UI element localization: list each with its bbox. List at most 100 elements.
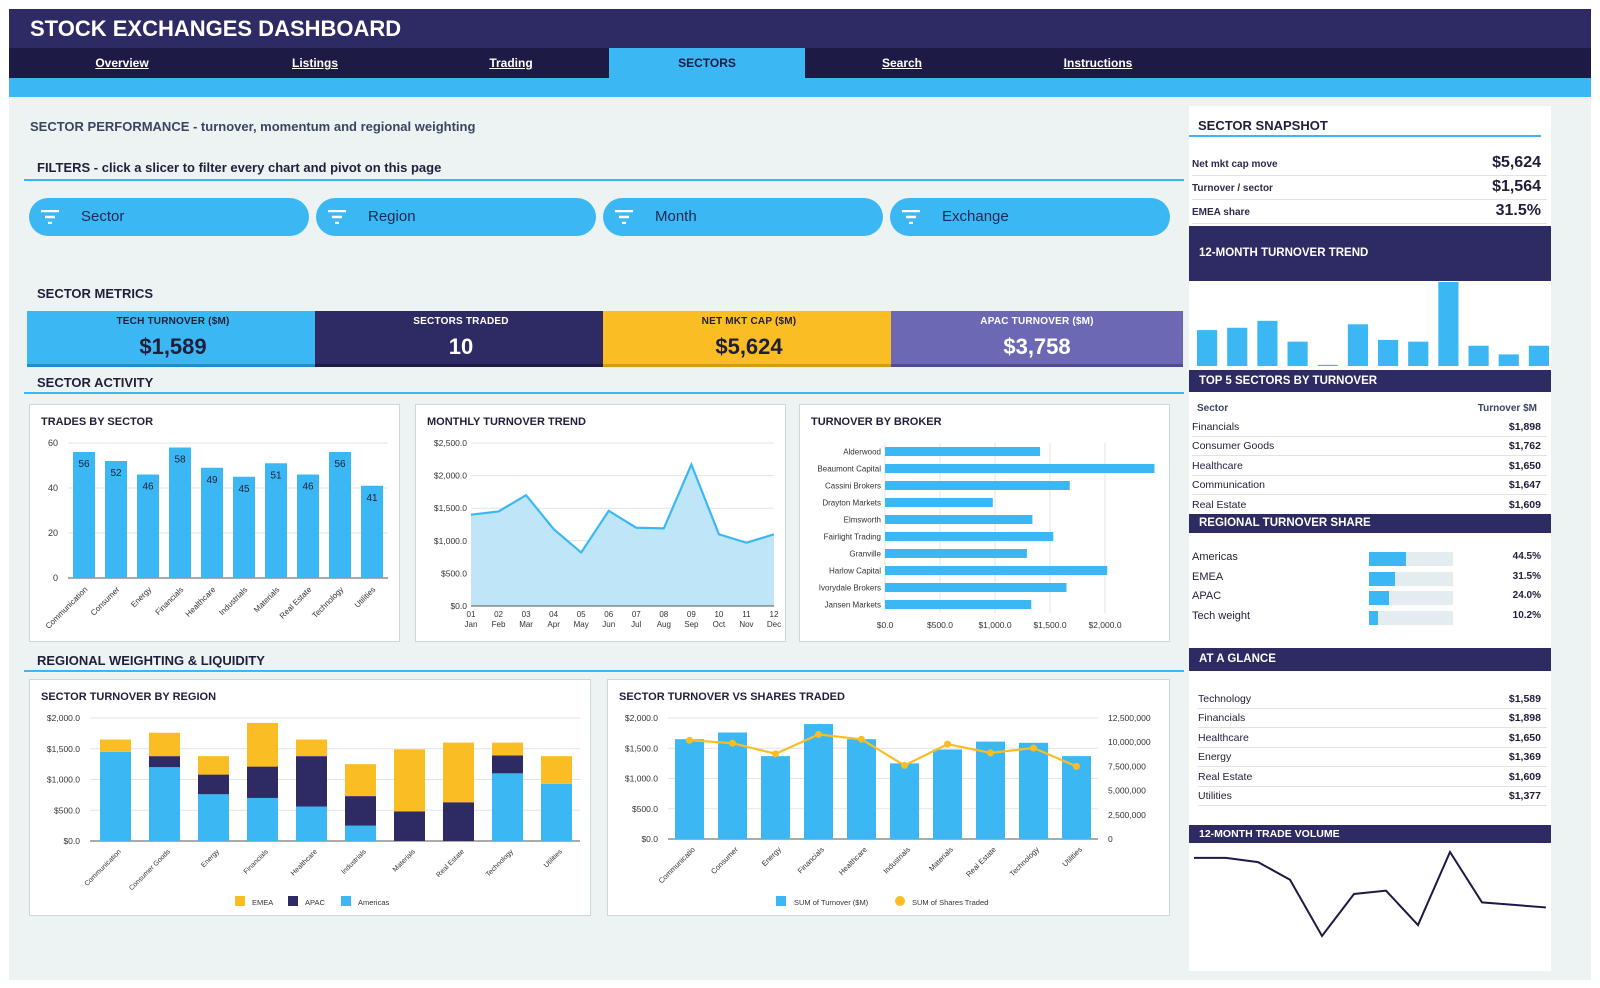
top5-value: $1,650 xyxy=(1508,459,1541,472)
kpi-label: APAC TURNOVER ($M) xyxy=(980,316,1094,327)
slicer-region[interactable]: Region xyxy=(316,198,596,236)
x-tick-label: Real Estate xyxy=(964,845,998,879)
trend-header: 12-MONTH TURNOVER TREND xyxy=(1189,226,1551,281)
x-tick-label: Jul xyxy=(631,620,641,629)
bar-apac xyxy=(247,766,278,798)
slicer-label: Exchange xyxy=(942,208,1009,225)
x-tick-label: Energy xyxy=(129,585,153,609)
tab-search[interactable]: Search xyxy=(881,56,923,70)
x-tick-label: Utilities xyxy=(543,848,564,869)
x-tick-label: Financials xyxy=(796,845,826,875)
turnover-by-broker-card: $0.0 $500.0 $1,000.0 $1,500.0 $2,000.0 Alderw… xyxy=(799,404,1170,642)
top5-row: Communication $1,647 xyxy=(1192,476,1547,496)
slicer-sector[interactable]: Sector xyxy=(29,198,309,236)
slicer-month[interactable]: Month xyxy=(603,198,883,236)
y-tick-label: Harlow Capital xyxy=(829,567,881,576)
x-tick-label: 10 xyxy=(714,610,723,619)
top5-col-sector: Sector xyxy=(1197,403,1229,414)
legend-swatch xyxy=(288,896,298,906)
data-label: 56 xyxy=(78,459,90,470)
x-tick-label: 02 xyxy=(494,610,503,619)
line-point xyxy=(729,739,736,747)
data-label: 58 xyxy=(174,455,186,466)
x-tick-label: May xyxy=(574,620,589,629)
y-tick-label: $2,500.0 xyxy=(434,438,467,448)
share-row: Tech weight 10.2% xyxy=(1192,608,1547,627)
tab-sectors[interactable]: SECTORS xyxy=(609,48,805,78)
regional-divider xyxy=(24,670,1184,672)
top5-value: $1,762 xyxy=(1508,440,1541,453)
glance-value: $1,369 xyxy=(1508,751,1541,764)
filter-icon xyxy=(615,210,633,224)
x-tick-label: 01 xyxy=(467,610,476,619)
share-track xyxy=(1369,571,1453,586)
spark-bar xyxy=(1528,345,1549,366)
turnover-trend-sparkbar xyxy=(1197,282,1549,366)
snapshot-row: Turnover / sector $1,564 xyxy=(1192,177,1547,200)
x-tick-label: 06 xyxy=(604,610,613,619)
slicer-label: Region xyxy=(368,208,416,225)
bar-apac xyxy=(345,796,376,826)
trade-volume-sparkline xyxy=(1194,849,1547,938)
line-point xyxy=(686,736,693,744)
filters-heading: FILTERS - click a slicer to filter every… xyxy=(37,160,442,175)
bar-apac xyxy=(149,756,180,768)
y-tick-label: $0.0 xyxy=(450,601,467,611)
share-row: Americas 44.5% xyxy=(1192,549,1547,568)
glance-label: Real Estate xyxy=(1198,770,1253,783)
bar xyxy=(890,763,919,839)
tab-listings[interactable]: Listings xyxy=(291,56,338,70)
data-label: 46 xyxy=(142,482,154,493)
bar xyxy=(73,452,95,578)
x-tick-label: Consumer xyxy=(709,845,740,876)
y2-tick-label: 2,500,000 xyxy=(1108,810,1146,820)
x-tick-label: Materials xyxy=(927,845,955,873)
bar xyxy=(976,741,1005,839)
data-label: 49 xyxy=(206,475,218,486)
share-track xyxy=(1369,591,1453,605)
x-tick-label: Consumer xyxy=(89,585,122,618)
top5-header: TOP 5 SECTORS BY TURNOVER xyxy=(1189,370,1551,392)
glance-row: Energy $1,369 xyxy=(1198,748,1547,768)
tab-instructions[interactable]: Instructions xyxy=(1063,56,1133,70)
x-tick-label: Feb xyxy=(492,620,506,629)
x-tick-label: Jan xyxy=(465,620,478,629)
y2-tick-label: 10,000,000 xyxy=(1108,737,1151,747)
snapshot-row: Net mkt cap move $5,624 xyxy=(1192,153,1547,176)
glance-row: Real Estate $1,609 xyxy=(1198,768,1547,787)
tab-overview[interactable]: Overview xyxy=(95,56,149,70)
data-label: 56 xyxy=(334,459,346,470)
glance-label: Healthcare xyxy=(1198,731,1249,744)
x-tick-label: Materials xyxy=(392,848,417,873)
x-tick-label: Industrials xyxy=(340,848,368,876)
x-tick-label: Communication xyxy=(84,848,123,887)
bar-emea xyxy=(149,732,180,757)
bar-emea xyxy=(247,722,278,767)
share-value: 44.5% xyxy=(1512,551,1541,562)
y-tick-label: $2,000.0 xyxy=(625,713,658,723)
filters-divider xyxy=(24,179,1184,181)
regional-share-header: REGIONAL TURNOVER SHARE xyxy=(1189,514,1551,533)
top5-value: $1,609 xyxy=(1508,498,1541,511)
y-tick-label: $0.0 xyxy=(63,836,80,846)
x-tick-label: Aug xyxy=(657,620,671,629)
bar xyxy=(265,463,287,578)
chart-title: TURNOVER BY BROKER xyxy=(811,416,942,428)
bar xyxy=(329,452,351,578)
slicer-exchange[interactable]: Exchange xyxy=(890,198,1170,236)
tab-trading[interactable]: Trading xyxy=(489,56,533,70)
line-point xyxy=(987,749,994,757)
top5-row: Real Estate $1,609 xyxy=(1192,496,1547,515)
share-fill xyxy=(1369,571,1396,586)
x-tick-label: Oct xyxy=(713,620,726,629)
y2-tick-label: 12,500,000 xyxy=(1108,713,1151,723)
x-tick-label: Financials xyxy=(154,585,186,617)
filter-icon xyxy=(902,210,920,224)
y-tick-label: Jansen Markets xyxy=(825,601,881,610)
bar xyxy=(885,600,1032,609)
x-tick-label: $2,000.0 xyxy=(1088,620,1121,630)
top5-sector: Healthcare xyxy=(1192,459,1243,472)
y-tick-label: $1,000.0 xyxy=(625,774,658,784)
spark-bar xyxy=(1317,364,1338,366)
line-series xyxy=(470,461,775,555)
